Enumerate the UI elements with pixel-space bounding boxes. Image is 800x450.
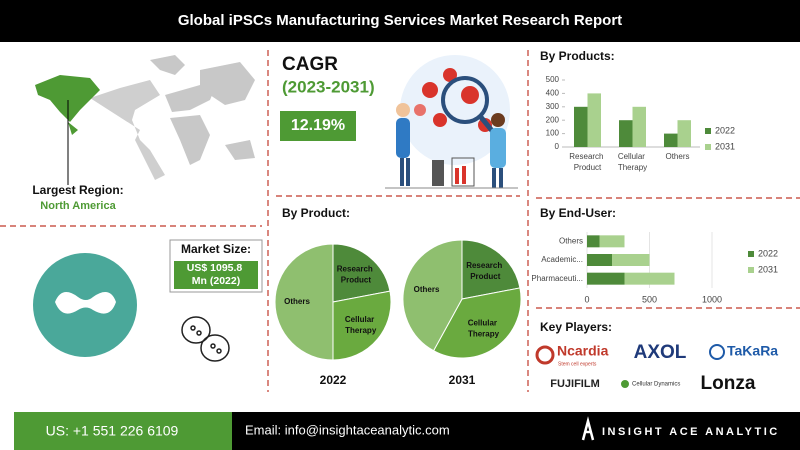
logo-mark bbox=[621, 380, 629, 388]
header-bar bbox=[0, 0, 800, 42]
brand-mark bbox=[581, 416, 595, 441]
pie-slice bbox=[274, 243, 334, 361]
cagr-box bbox=[280, 111, 356, 141]
market-size-value: US$ 1095.8 Mn (2022) bbox=[187, 262, 245, 287]
legend-swatch bbox=[705, 144, 711, 150]
cagr-label: CAGR bbox=[282, 54, 338, 75]
chart-title: 2031 bbox=[449, 373, 476, 387]
y-tick-label: 400 bbox=[546, 89, 560, 98]
logo: Cellular Dynamics bbox=[632, 382, 680, 388]
slice-label: Research Product bbox=[466, 261, 504, 281]
y-tick-label: 100 bbox=[546, 129, 560, 138]
logo-mark bbox=[535, 345, 555, 365]
phone-box bbox=[14, 412, 232, 450]
pie-slice bbox=[432, 287, 522, 359]
world-map bbox=[35, 55, 255, 180]
x-tick-label: 1000 bbox=[702, 294, 722, 304]
chart-title: 2022 bbox=[320, 373, 347, 387]
cagr-period: (2023-2031) bbox=[282, 77, 375, 96]
legend-swatch bbox=[748, 267, 754, 273]
logo: TaKaRa bbox=[727, 343, 778, 359]
bar bbox=[632, 106, 646, 147]
legend-label: 2031 bbox=[715, 141, 735, 151]
x-tick-label: 500 bbox=[642, 294, 657, 304]
slice-label: Others bbox=[284, 297, 310, 306]
phone: US: +1 551 226 6109 bbox=[46, 423, 179, 439]
slice-label: Cellular Therapy bbox=[468, 319, 500, 339]
legend-swatch bbox=[705, 128, 711, 134]
y-tick-label: 0 bbox=[555, 142, 560, 151]
chart-title: By End-User: bbox=[540, 206, 616, 220]
dish-icon bbox=[181, 316, 230, 362]
y-tick-label: 200 bbox=[546, 115, 560, 124]
y-tick-label: Others bbox=[559, 236, 583, 245]
email: Email: info@insightaceanalytic.com bbox=[245, 422, 450, 437]
bar bbox=[612, 254, 650, 266]
y-tick-label: Pharmaceuti... bbox=[531, 274, 583, 283]
brand: INSIGHT ACE ANALYTIC bbox=[602, 426, 780, 438]
lab-illustration bbox=[385, 55, 518, 189]
bar bbox=[587, 272, 625, 285]
region-value: North America bbox=[40, 200, 116, 212]
bar bbox=[619, 120, 633, 147]
legend-swatch bbox=[748, 251, 754, 257]
pie-slice bbox=[332, 290, 392, 361]
bar bbox=[574, 106, 588, 147]
legend-label: 2022 bbox=[715, 125, 735, 135]
chart-title: By Products: bbox=[540, 49, 615, 63]
logo-mark bbox=[709, 344, 725, 360]
y-tick-label: Academic... bbox=[541, 255, 583, 264]
slice-label: Cellular Therapy bbox=[345, 315, 377, 335]
cell-shape bbox=[55, 292, 116, 314]
logo: Lonza bbox=[701, 373, 756, 394]
logo: Ncardia bbox=[557, 343, 609, 359]
logo-tagline: Stem cell experts bbox=[558, 361, 597, 367]
market-size-label: Market Size: bbox=[181, 242, 251, 256]
market-size-fill bbox=[174, 261, 258, 289]
bar bbox=[624, 272, 675, 285]
bar bbox=[587, 235, 600, 248]
logo: FUJIFILM bbox=[550, 378, 600, 390]
pie-slice bbox=[402, 239, 463, 352]
bar bbox=[664, 133, 678, 147]
y-tick-label: 500 bbox=[546, 75, 560, 84]
bar bbox=[587, 93, 601, 147]
x-tick-label: Cellular Therapy bbox=[618, 152, 647, 172]
bar bbox=[587, 254, 612, 266]
logo: AXOL bbox=[634, 342, 687, 363]
slice-label: Research Product bbox=[337, 264, 375, 284]
legend-label: 2031 bbox=[758, 264, 778, 274]
pie-slice bbox=[332, 243, 391, 303]
title: Global iPSCs Manufacturing Services Mark… bbox=[178, 12, 622, 29]
region-label: Largest Region: bbox=[32, 183, 123, 197]
cagr-value: 12.19% bbox=[291, 117, 345, 134]
x-tick-label: 0 bbox=[584, 294, 589, 304]
bar bbox=[677, 120, 691, 147]
slice-label: Others bbox=[414, 285, 440, 294]
section-title: Key Players: bbox=[540, 320, 612, 334]
y-tick-label: 300 bbox=[546, 102, 560, 111]
x-tick-label: Research Product bbox=[569, 152, 605, 172]
x-tick-label: Others bbox=[665, 152, 689, 161]
bar bbox=[599, 235, 625, 248]
section-title: By Product: bbox=[282, 206, 350, 220]
pie-slice bbox=[461, 239, 521, 300]
legend-label: 2022 bbox=[758, 248, 778, 258]
footer-bar bbox=[232, 412, 800, 450]
